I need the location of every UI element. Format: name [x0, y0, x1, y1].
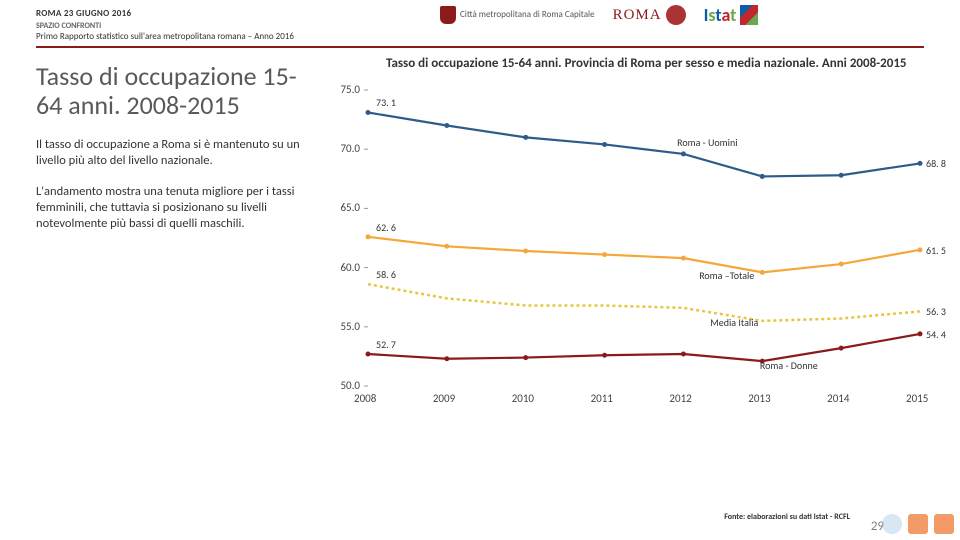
- paragraph-1: Il tasso di occupazione a Roma si è mant…: [36, 137, 302, 168]
- data-label: 62. 6: [376, 221, 396, 234]
- data-label: 52. 7: [376, 338, 396, 351]
- corner-circle-icon: [882, 514, 902, 534]
- header-rule: [36, 46, 924, 48]
- data-label: 61. 5: [926, 244, 946, 257]
- x-tick-label: 2009: [433, 392, 455, 405]
- series-label: Roma - Uomini: [677, 136, 737, 149]
- main-content: Tasso di occupazione 15-64 anni. 2008-20…: [0, 50, 960, 446]
- corner-icons: [882, 514, 954, 534]
- data-label: 58. 6: [376, 268, 396, 281]
- y-tick-label: 60.0: [330, 261, 360, 274]
- y-tick-label: 55.0: [330, 320, 360, 333]
- x-tick-label: 2015: [906, 392, 928, 405]
- x-tick-label: 2008: [354, 392, 376, 405]
- chart-title: Tasso di occupazione 15-64 anni. Provinc…: [386, 56, 926, 71]
- y-tick-label: 50.0: [330, 379, 360, 392]
- x-tick-label: 2011: [591, 392, 613, 405]
- chart-source: Fonte: elaborazioni su dati Istat - RCFL: [724, 512, 850, 522]
- ribbon-icon: [740, 5, 758, 25]
- paragraph-2: L'andamento mostra una tenuta migliore p…: [36, 184, 302, 231]
- logo-citta: Città metropolitana di Roma Capitale: [440, 6, 595, 24]
- logo-roma: ROMA: [613, 5, 686, 25]
- y-tick-label: 70.0: [330, 142, 360, 155]
- header-sub2: Primo Rapporto statistico sull'area metr…: [36, 31, 924, 42]
- logo-bar: Città metropolitana di Roma Capitale ROM…: [440, 4, 758, 26]
- x-tick-label: 2013: [748, 392, 770, 405]
- roma-seal-icon: [666, 5, 686, 25]
- corner-person-icon: [934, 514, 954, 534]
- shield-icon: [440, 6, 456, 24]
- series-label: Roma - Donne: [760, 359, 818, 372]
- left-panel: Tasso di occupazione 15-64 anni. 2008-20…: [36, 56, 326, 446]
- chart-container: Tasso di occupazione 15-64 anni. Provinc…: [326, 56, 926, 446]
- page-title: Tasso di occupazione 15-64 anni. 2008-20…: [36, 62, 302, 119]
- chart-plot: 50.055.060.065.070.075.02008200920102011…: [364, 70, 924, 410]
- y-tick-label: 65.0: [330, 201, 360, 214]
- logo-istat: Istat: [704, 4, 759, 26]
- corner-square-icon: [908, 514, 928, 534]
- data-label: 56. 3: [926, 305, 946, 318]
- data-label: 54. 4: [926, 328, 946, 341]
- x-tick-label: 2014: [827, 392, 849, 405]
- series-label: Roma –Totale: [699, 269, 754, 282]
- x-tick-label: 2012: [669, 392, 691, 405]
- x-tick-label: 2010: [512, 392, 534, 405]
- y-tick-label: 75.0: [330, 83, 360, 96]
- data-label: 73. 1: [376, 96, 396, 109]
- data-label: 68. 8: [926, 157, 946, 170]
- series-label: Media Italia: [710, 316, 758, 329]
